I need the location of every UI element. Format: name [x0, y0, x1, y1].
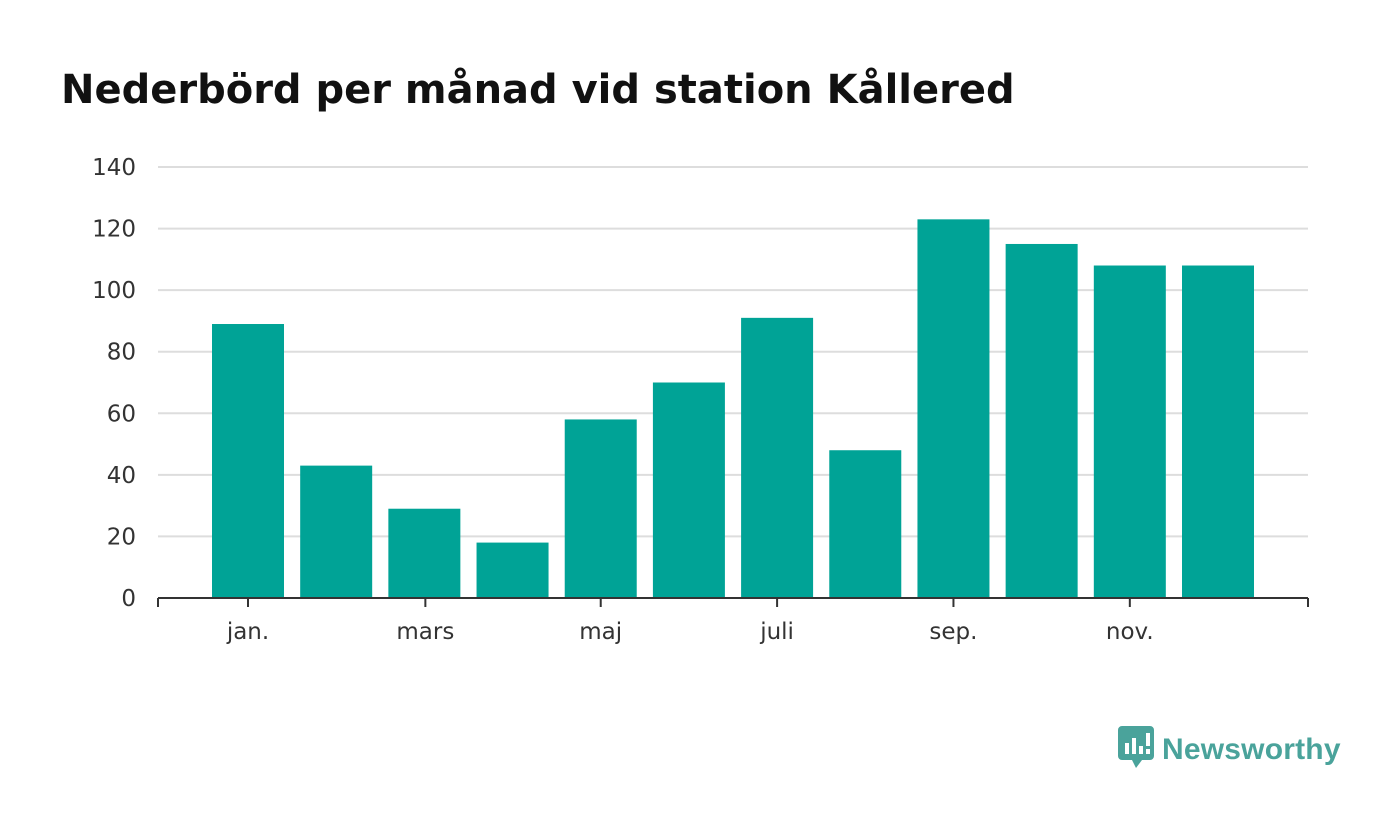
y-tick-label: 140 [92, 155, 136, 181]
y-tick-label: 40 [107, 463, 136, 489]
chart-title: Nederbörd per månad vid station Kållered [61, 67, 1015, 113]
x-axis [157, 597, 1309, 607]
y-tick-label: 100 [92, 278, 136, 304]
bar-juni[interactable] [652, 382, 725, 599]
bar-apr[interactable] [476, 542, 549, 598]
bar-okt[interactable] [1005, 243, 1078, 598]
x-tick-label: sep. [929, 619, 977, 645]
bars [212, 219, 1254, 599]
x-tick-label: mars [396, 619, 454, 645]
bar-feb[interactable] [300, 465, 373, 598]
bar-sep[interactable] [917, 219, 990, 599]
x-tick-label: nov. [1106, 619, 1154, 645]
y-axis-labels: 0 20 40 60 80 100 120 140 [92, 155, 136, 612]
y-tick-label: 20 [107, 524, 136, 550]
x-tick-label: juli [759, 619, 794, 645]
bar-maj[interactable] [564, 419, 637, 598]
newsworthy-logo[interactable]: Newsworthy [1118, 726, 1341, 774]
y-tick-label: 80 [107, 340, 136, 366]
x-tick-label: maj [579, 619, 622, 645]
bar-mars[interactable] [388, 508, 461, 598]
x-axis-labels: jan. mars maj juli sep. nov. [226, 619, 1154, 645]
bar-nov[interactable] [1093, 265, 1166, 598]
y-tick-label: 120 [92, 217, 136, 243]
bar-chart: 0 20 40 60 80 100 120 140 jan. mars maj juli sep. no… [92, 155, 1309, 645]
brand-name: Newsworthy [1162, 733, 1341, 766]
bar-jan[interactable] [212, 324, 284, 598]
y-tick-label: 60 [107, 401, 136, 427]
x-tick-label: jan. [226, 619, 269, 645]
y-tick-label: 0 [121, 586, 136, 612]
bar-aug[interactable] [829, 450, 902, 598]
bar-juli[interactable] [741, 317, 814, 598]
bar-dec[interactable] [1182, 265, 1254, 598]
newsworthy-logo-icon [1118, 726, 1154, 774]
